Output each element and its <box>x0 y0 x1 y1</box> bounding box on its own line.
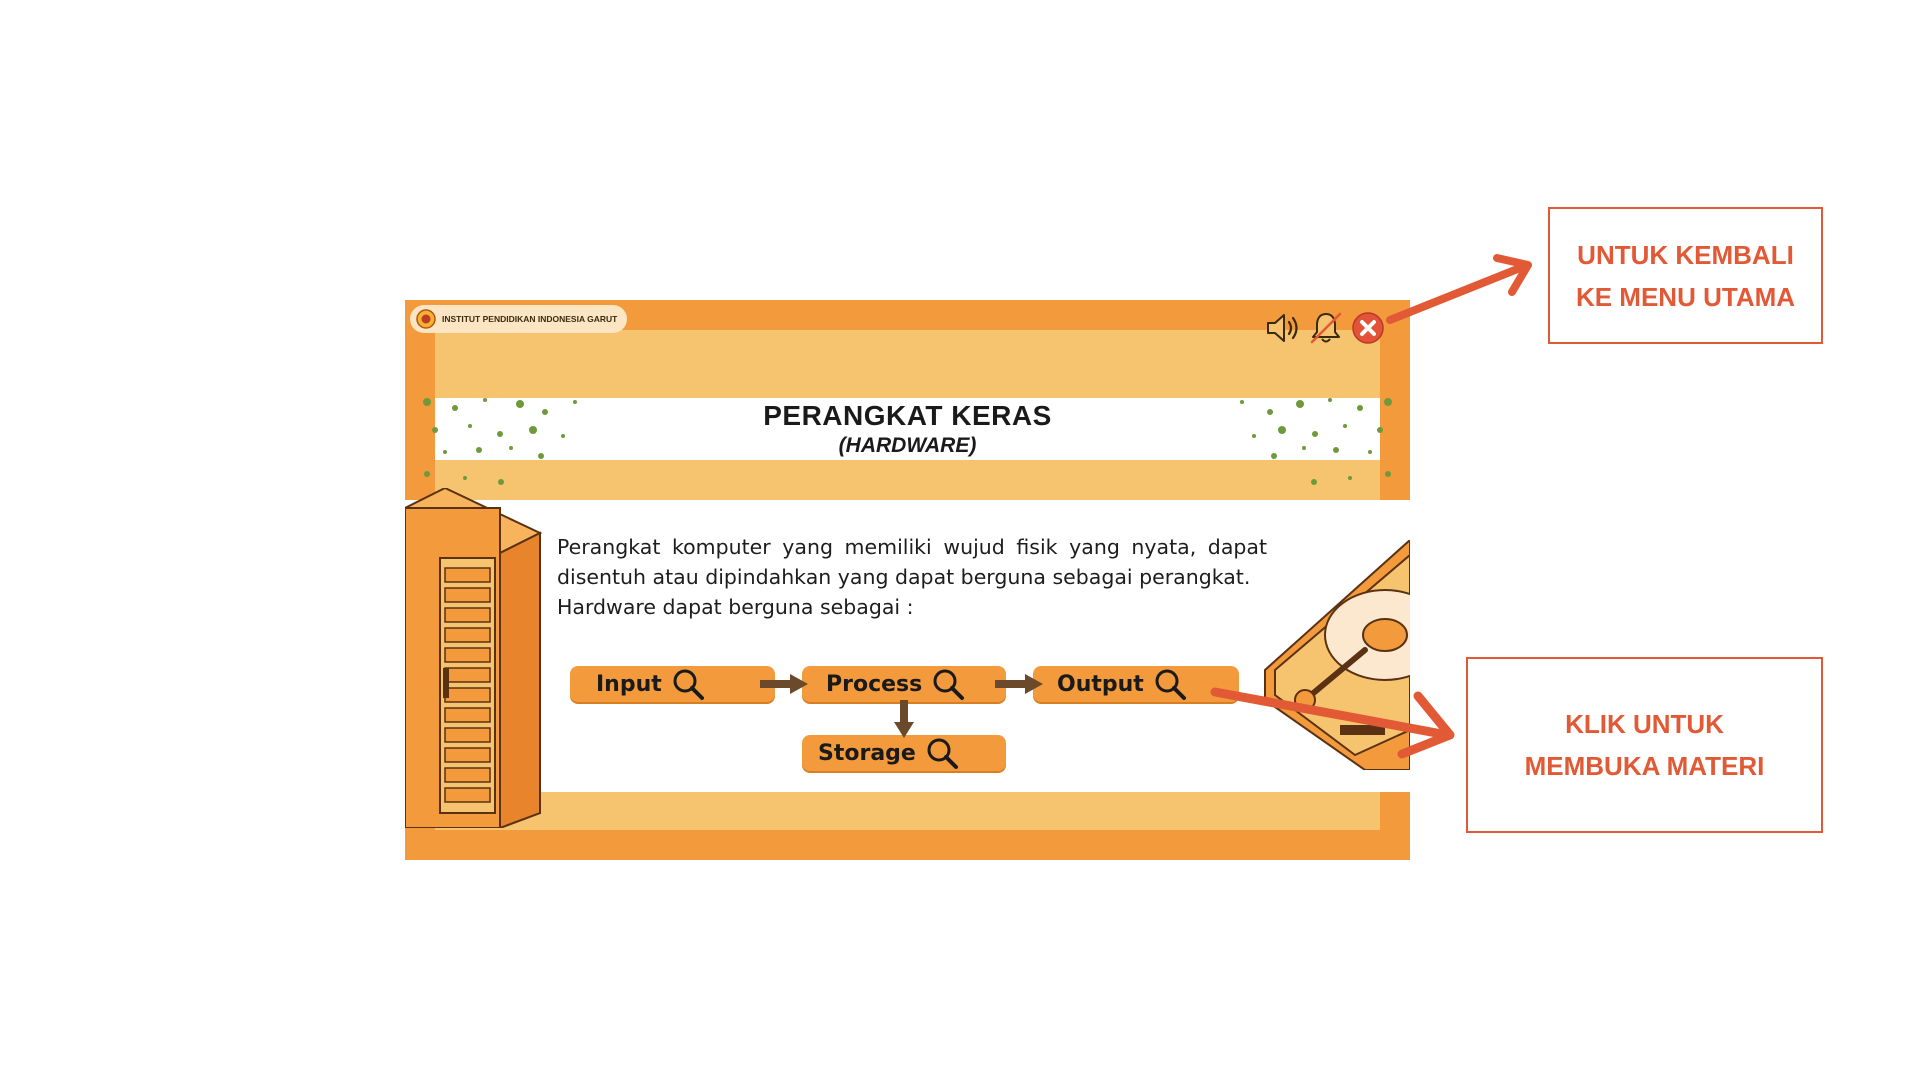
output-button[interactable]: Output <box>1033 666 1239 702</box>
slide-footer-band <box>435 792 1380 830</box>
output-label: Output <box>1057 671 1144 697</box>
hard-disk-illustration <box>1264 540 1410 770</box>
title-sub: (HARDWARE) <box>838 434 977 457</box>
process-button[interactable]: Process <box>802 666 1006 702</box>
callout-menu-utama: UNTUK KEMBALI KE MENU UTAMA <box>1548 207 1823 344</box>
institution-name: INSTITUT PENDIDIKAN INDONESIA GARUT <box>442 314 618 324</box>
input-button[interactable]: Input <box>570 666 775 702</box>
toolbar <box>1264 306 1388 350</box>
magnifier-icon <box>927 738 958 769</box>
decorative-dots-left <box>423 398 577 485</box>
storage-button[interactable]: Storage <box>802 735 1006 771</box>
speaker-icon[interactable] <box>1264 308 1304 348</box>
magnifier-icon <box>673 669 704 700</box>
input-label: Input <box>596 671 662 697</box>
storage-label: Storage <box>818 740 916 766</box>
slide-frame: INSTITUT PENDIDIKAN INDONESIA GARUT <box>405 300 1410 860</box>
decorative-dots-right <box>1240 398 1392 485</box>
bell-muted-icon[interactable] <box>1306 308 1346 348</box>
description-text: Perangkat komputer yang memiliki wujud f… <box>557 535 1267 589</box>
institution-logo <box>416 309 436 329</box>
server-rack-illustration <box>405 488 543 828</box>
title-main: PERANGKAT KERAS <box>763 400 1052 431</box>
title-band <box>435 398 1380 460</box>
magnifier-icon <box>1155 669 1186 700</box>
flow-arrow-input-process <box>760 674 808 694</box>
callout-buka-materi: KLIK UNTUK MEMBUKA MATERI <box>1466 657 1823 833</box>
page-title: PERANGKAT KERAS (HARDWARE) <box>405 400 1410 458</box>
close-icon[interactable] <box>1348 308 1388 348</box>
institution-badge: INSTITUT PENDIDIKAN INDONESIA GARUT <box>410 305 628 333</box>
flow-arrow-process-output <box>995 674 1043 694</box>
process-label: Process <box>826 671 923 697</box>
flow-arrow-process-storage <box>894 700 914 738</box>
description: Perangkat komputer yang memiliki wujud f… <box>557 532 1267 622</box>
magnifier-icon <box>933 669 965 700</box>
description-text-2: Hardware dapat berguna sebagai : <box>557 595 914 619</box>
